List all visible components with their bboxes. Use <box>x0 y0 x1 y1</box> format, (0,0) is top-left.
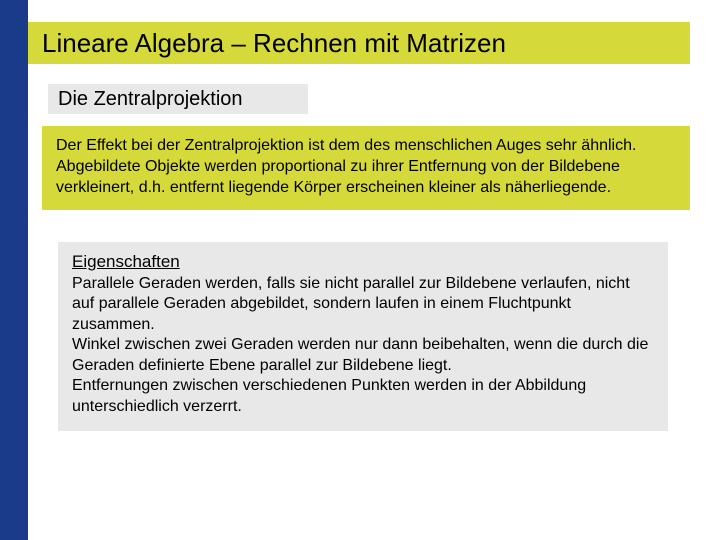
subtitle-bar: Die Zentralprojektion <box>48 84 308 114</box>
properties-box: Eigenschaften Parallele Geraden werden, … <box>58 242 668 431</box>
properties-body: Parallele Geraden werden, falls sie nich… <box>72 274 654 417</box>
intro-box: Der Effekt bei der Zentralprojektion ist… <box>42 126 690 210</box>
page-title: Lineare Algebra – Rechnen mit Matrizen <box>42 28 506 59</box>
properties-heading: Eigenschaften <box>72 252 654 272</box>
intro-text: Der Effekt bei der Zentralprojektion ist… <box>56 136 676 198</box>
page-subtitle: Die Zentralprojektion <box>58 88 243 111</box>
left-sidebar <box>0 0 28 540</box>
title-bar: Lineare Algebra – Rechnen mit Matrizen <box>28 22 690 64</box>
